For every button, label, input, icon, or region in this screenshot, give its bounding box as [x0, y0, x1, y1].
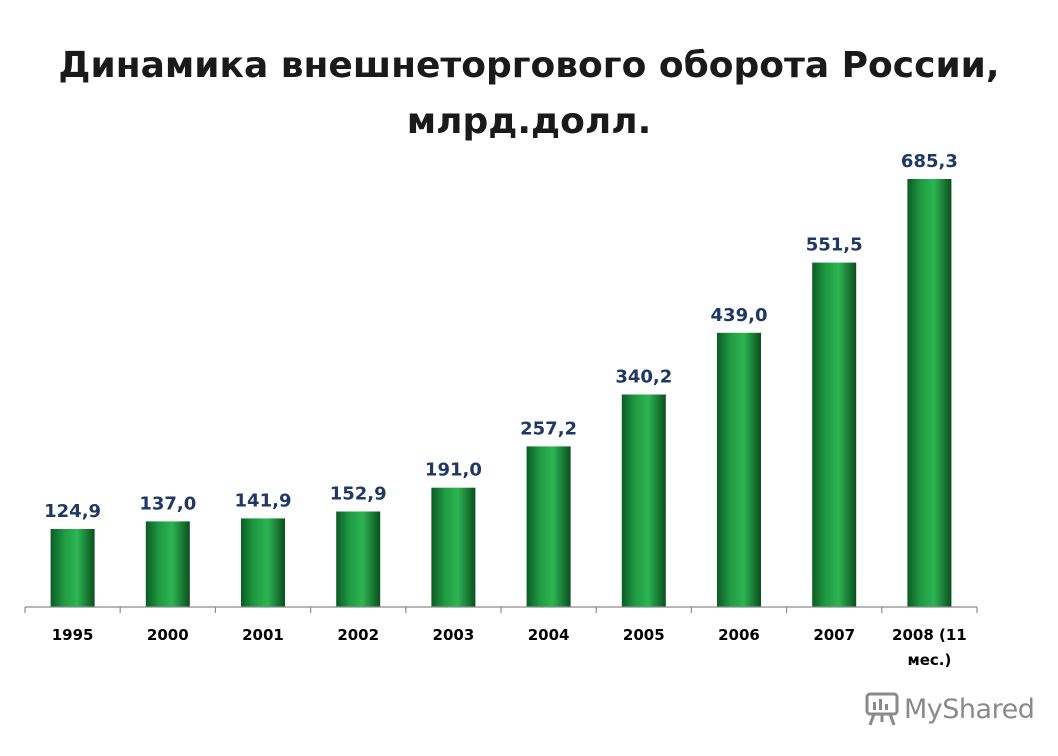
- data-label: 191,0: [425, 460, 482, 481]
- bar-2007: [812, 262, 857, 607]
- myshared-watermark: MyShared: [864, 690, 1035, 730]
- bar-2003: [431, 487, 476, 607]
- bar-2000: [145, 521, 190, 607]
- x-tick-label: 2002: [337, 626, 379, 644]
- x-tick-label: 2000: [147, 626, 189, 644]
- x-tick-label: 2004: [528, 626, 570, 644]
- data-label: 257,2: [520, 418, 577, 439]
- data-label: 340,2: [615, 367, 672, 388]
- data-label: 685,3: [901, 151, 958, 172]
- data-label: 141,9: [235, 490, 292, 511]
- x-tick-label: 1995: [52, 626, 94, 644]
- bar-1995: [50, 529, 95, 607]
- data-labels: 124,9 137,0 141,9 152,9 191,0 257,2 340,2 439,0…: [44, 151, 958, 522]
- data-label: 152,9: [330, 484, 387, 505]
- chart-title-line-1: Динамика внешнеторгового оборота России,: [58, 45, 1000, 86]
- x-tick-label: 2006: [718, 626, 760, 644]
- x-tick-label: 2005: [623, 626, 665, 644]
- bar-2002: [336, 511, 381, 607]
- bar-series: [50, 179, 952, 607]
- data-label: 137,0: [139, 493, 196, 514]
- x-tick-label: 2008 (11: [892, 626, 967, 644]
- chart-title-line-2: млрд.долл.: [406, 101, 652, 142]
- chart-title: Динамика внешнеторгового оборота России,…: [0, 38, 1058, 150]
- x-tick-label: 2001: [242, 626, 284, 644]
- data-label: 124,9: [44, 501, 101, 522]
- x-tick-label: мес.): [907, 651, 951, 669]
- x-tick-label: 2003: [433, 626, 475, 644]
- x-tick-labels: 1995 2000 2001 2002 2003 2004 2005 2006 2007 2008…: [52, 626, 967, 669]
- x-axis: [24, 606, 978, 613]
- bar-2001: [241, 518, 285, 607]
- bar-2006: [717, 332, 761, 607]
- x-tick-label: 2007: [813, 626, 855, 644]
- bar-2005: [621, 394, 666, 607]
- bar-2008-11: [907, 179, 952, 607]
- data-label: 439,0: [711, 305, 768, 326]
- presentation-board-icon: [865, 692, 899, 726]
- watermark-text: MyShared: [904, 694, 1035, 725]
- data-label: 551,5: [806, 235, 863, 256]
- bar-2004: [526, 446, 571, 607]
